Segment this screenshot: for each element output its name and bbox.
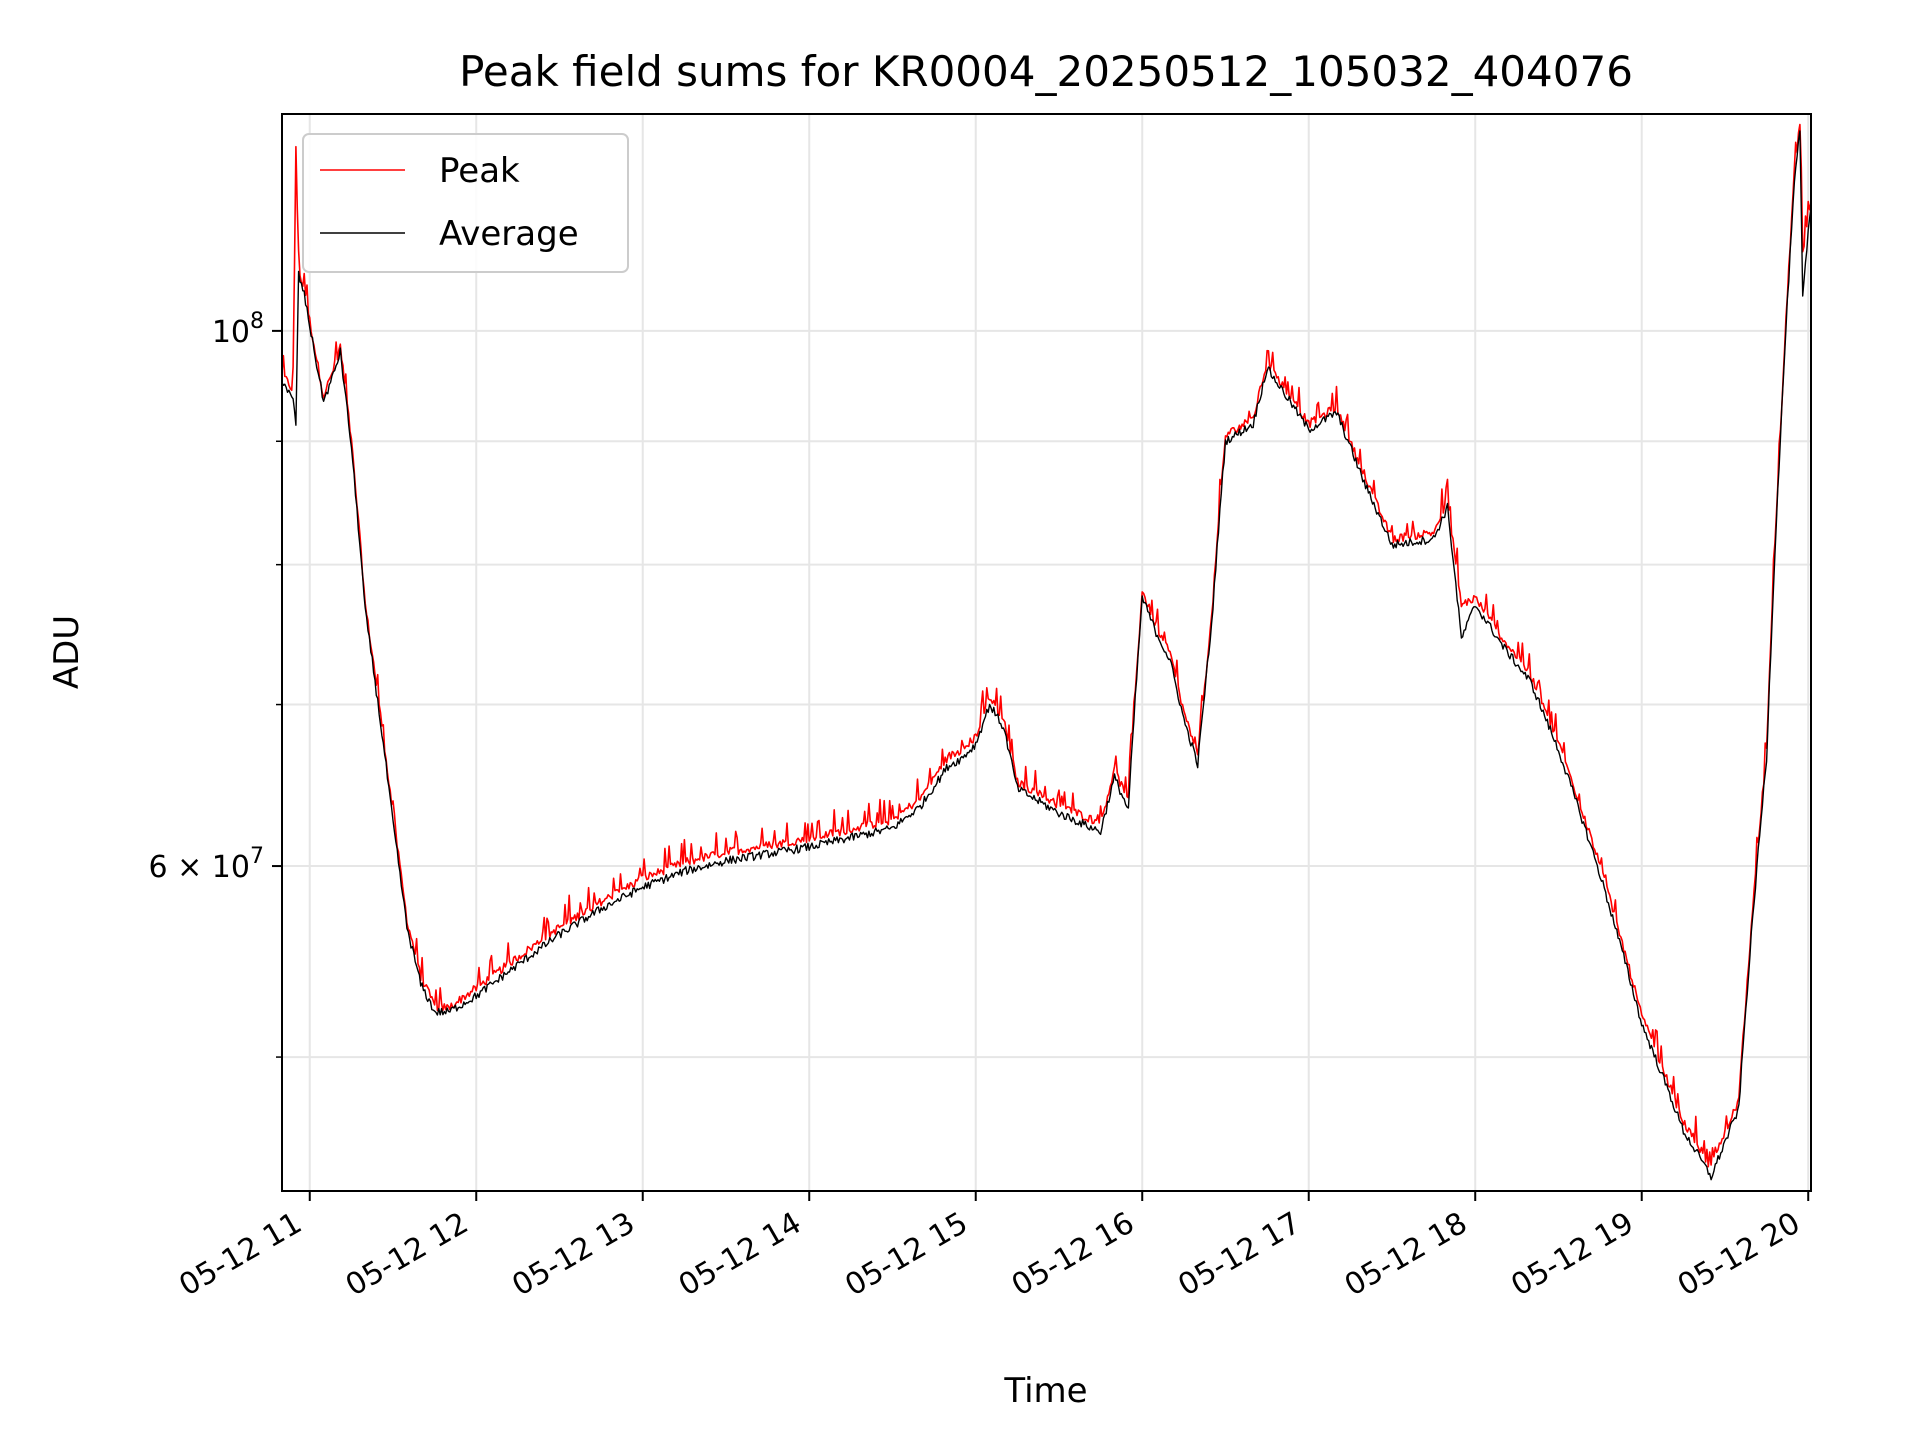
series-layer	[281, 123, 1812, 1181]
plot-frame	[281, 113, 1812, 1192]
legend-label-average: Average	[439, 214, 579, 254]
series-line-peak	[281, 123, 1812, 1168]
y-tick-label: 6 × 107	[149, 844, 264, 885]
x-axis-label: Time	[1003, 1371, 1087, 1411]
legend-label-peak: Peak	[439, 151, 520, 191]
legend: Peak Average	[302, 133, 629, 273]
legend-box	[302, 133, 629, 273]
grid	[282, 114, 1811, 1191]
y-tick-label: 108	[212, 309, 264, 350]
y-axis-label: ADU	[47, 615, 87, 689]
chart-title: Peak field sums for KR0004_20250512_1050…	[459, 47, 1633, 96]
series-line-average	[281, 130, 1812, 1181]
